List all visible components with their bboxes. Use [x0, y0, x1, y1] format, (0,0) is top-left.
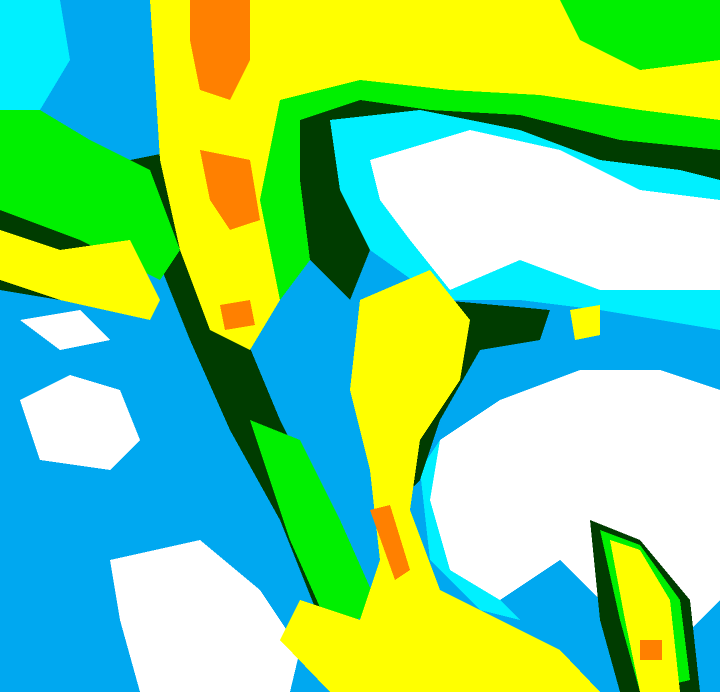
green-band-top [260, 80, 720, 300]
cloud-left [20, 375, 140, 470]
orange-mid [200, 150, 260, 230]
yellow-mid-right [570, 305, 600, 340]
yellow-streak [280, 270, 600, 692]
green-left [0, 110, 180, 280]
cloud-mid-left [20, 310, 110, 350]
cyan-ring-lower-right [420, 440, 520, 620]
orange-regions [190, 0, 662, 660]
orange-lower-right [640, 640, 662, 660]
cyan-left-top [0, 0, 70, 110]
yellow-left-band [0, 230, 160, 320]
yellow-top [150, 0, 720, 350]
cloud-bottom-left [110, 540, 300, 692]
cloud-top-right [370, 130, 720, 290]
orange-streak [370, 505, 410, 580]
orange-small [220, 300, 255, 330]
yellow-lower-right [610, 540, 680, 692]
orange-top [190, 0, 250, 100]
green-top-right [560, 0, 720, 70]
green-streak [250, 420, 380, 630]
dark-band-top [300, 100, 720, 300]
